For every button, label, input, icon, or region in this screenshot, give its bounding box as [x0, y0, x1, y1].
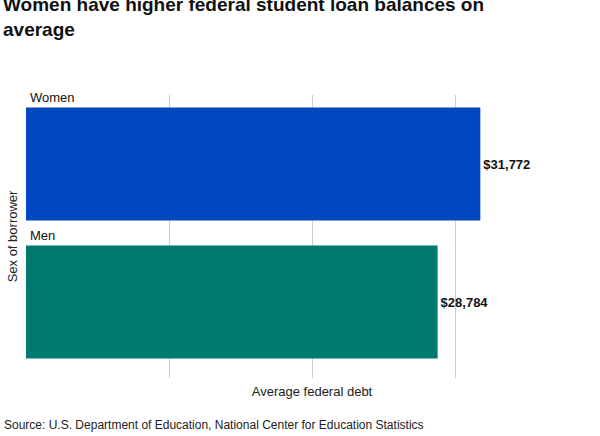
svg-text:Men: Men [30, 228, 55, 243]
svg-text:Women have higher federal stud: Women have higher federal student loan b… [3, 0, 484, 40]
svg-text:Source: U.S. Department of Edu: Source: U.S. Department of Education, Na… [4, 418, 424, 432]
svg-text:Women: Women [30, 90, 75, 105]
svg-text:$28,784: $28,784 [441, 295, 489, 310]
svg-text:$31,772: $31,772 [483, 157, 530, 172]
svg-text:Sex of borrower: Sex of borrower [5, 190, 20, 282]
svg-text:Average federal debt: Average federal debt [252, 384, 373, 399]
